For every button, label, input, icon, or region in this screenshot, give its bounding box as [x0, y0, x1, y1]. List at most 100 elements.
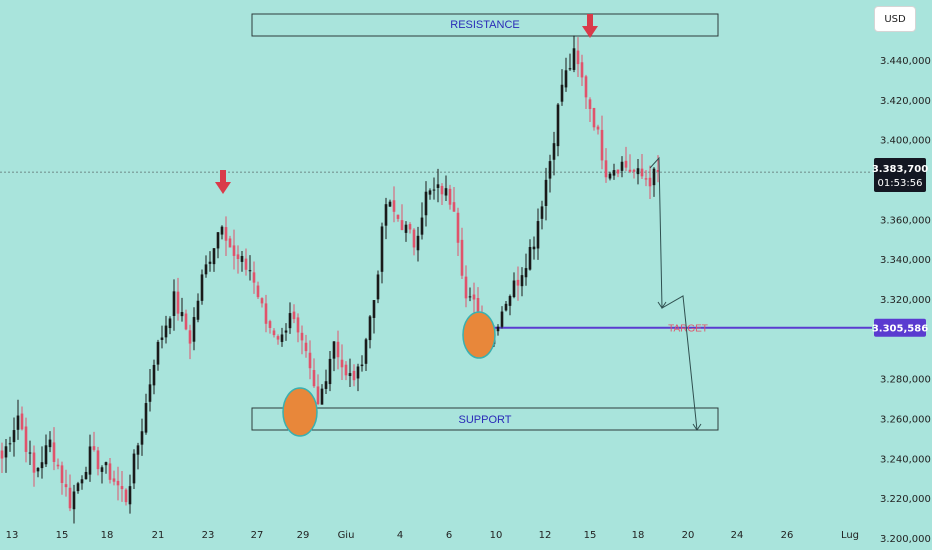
date-tick-label: 27: [251, 530, 264, 541]
candle-body: [280, 334, 284, 342]
candle-body: [608, 173, 612, 179]
date-tick-label: 21: [152, 530, 165, 541]
candle-body: [88, 446, 92, 475]
candle-body: [196, 300, 200, 320]
countdown-value: 01:53:56: [878, 178, 923, 189]
candle-body: [28, 452, 32, 454]
current-price-value: 3.383,700: [872, 164, 928, 175]
support-zone[interactable]: [251, 407, 719, 431]
candle-body: [548, 161, 552, 179]
candle-body: [316, 386, 320, 405]
support-label: SUPPORT: [459, 414, 512, 426]
date-tick-label: 13: [6, 530, 19, 541]
candle-body: [44, 445, 48, 465]
candle-body: [292, 311, 296, 320]
candle-body: [416, 235, 420, 251]
candle-body: [128, 486, 132, 505]
candle-body: [648, 177, 652, 187]
candle-body: [116, 480, 120, 486]
candle-body: [408, 224, 412, 230]
candle-body: [76, 483, 80, 492]
date-tick-label: 10: [490, 530, 503, 541]
candle-body: [144, 403, 148, 433]
candle-body: [384, 204, 388, 226]
candle-body: [388, 201, 392, 207]
date-tick-label: 26: [781, 530, 794, 541]
candle-body: [392, 200, 396, 212]
currency-button[interactable]: USD: [874, 6, 916, 32]
date-tick-label: 15: [584, 530, 597, 541]
candle-body: [200, 274, 204, 301]
candle-body: [508, 296, 512, 306]
candle-body: [252, 272, 256, 283]
candle-body: [352, 370, 356, 381]
candle-body: [8, 443, 12, 445]
resistance-zone[interactable]: [251, 13, 719, 37]
candle-body: [636, 168, 640, 175]
candle-body: [312, 370, 316, 387]
candle-body: [32, 452, 36, 473]
candle-body: [332, 341, 336, 359]
candle-body: [320, 388, 324, 405]
candle-body: [444, 188, 448, 196]
candle-body: [460, 239, 464, 276]
candle-body: [400, 220, 404, 231]
candle-body: [12, 430, 16, 443]
candle-body: [584, 76, 588, 98]
candle-body: [344, 364, 348, 376]
candle-body: [324, 381, 328, 389]
candle-body: [272, 330, 276, 336]
candle-body: [72, 491, 76, 510]
candle-body: [4, 446, 8, 458]
resistance-label: RESISTANCE: [450, 19, 519, 31]
candle-body: [140, 431, 144, 445]
candle-body: [600, 129, 604, 161]
candle-body: [348, 373, 352, 377]
candle-body: [132, 453, 136, 484]
date-tick-label: 12: [539, 530, 552, 541]
candle-body: [336, 341, 340, 358]
candle-body: [428, 190, 432, 195]
price-tick-label: 3.200,000: [880, 534, 931, 545]
date-tick-label: 18: [101, 530, 114, 541]
price-axis: 3.440,000 3.420,000 3.400,000 3.360,000 3.34…: [880, 56, 931, 545]
candle-body: [20, 413, 24, 430]
candle-body: [104, 462, 108, 466]
candle-body: [656, 170, 660, 173]
candle-body: [212, 248, 216, 265]
candle-body: [160, 337, 164, 340]
candle-body: [540, 206, 544, 219]
candle-body: [180, 312, 184, 317]
target-price-value: 3.305,586: [872, 324, 928, 335]
candle-body: [372, 300, 376, 318]
candle-body: [124, 489, 128, 503]
price-tick-label: 3.340,000: [880, 255, 931, 266]
date-tick-label: 15: [56, 530, 69, 541]
target-label: TARGET: [668, 324, 708, 335]
candle-body: [356, 366, 360, 379]
candle-body: [300, 332, 304, 341]
candle-body: [220, 226, 224, 235]
candle-body: [624, 160, 628, 168]
candle-body: [152, 364, 156, 386]
candles-group: [0, 35, 660, 524]
candle-body: [592, 107, 596, 128]
candle-body: [340, 359, 344, 368]
projection-arrowheads: [657, 301, 702, 431]
date-tick-label: 6: [446, 530, 452, 541]
candle-body: [148, 384, 152, 402]
candle-body: [364, 339, 368, 364]
current-price-tag: 3.383,700 01:53:56: [872, 158, 928, 192]
candle-body: [304, 342, 308, 352]
candle-body: [580, 62, 584, 78]
date-tick-label: 24: [731, 530, 744, 541]
candle-body: [396, 214, 400, 219]
candle-body: [172, 291, 176, 316]
candle-body: [216, 232, 220, 249]
candle-body: [380, 226, 384, 272]
candle-body: [0, 450, 4, 459]
candle-body: [452, 202, 456, 212]
candle-body: [360, 364, 364, 367]
candle-body: [100, 467, 104, 472]
